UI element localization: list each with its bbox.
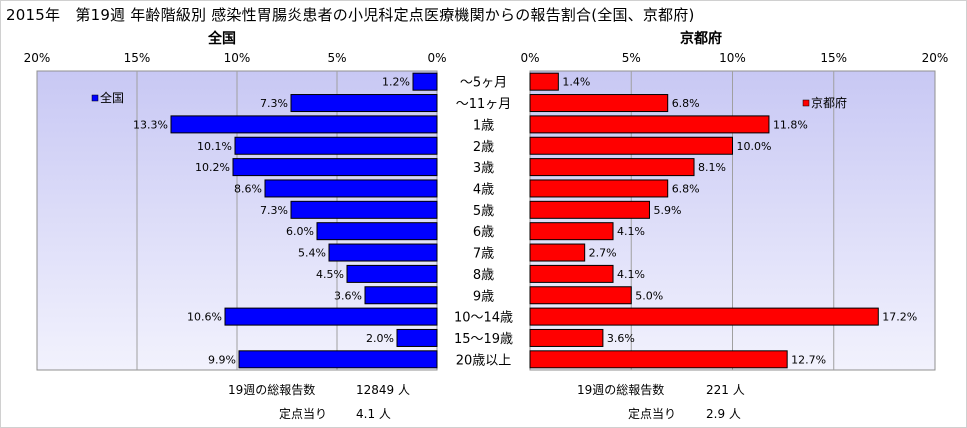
right-value-label: 6.8% xyxy=(672,182,700,195)
right-value-label: 11.8% xyxy=(773,118,808,131)
category-label: 9歳 xyxy=(473,289,494,304)
left-bar xyxy=(346,264,438,283)
right-legend-label: 京都府 xyxy=(811,95,847,110)
left-bar xyxy=(170,115,438,134)
category-label: 1歳 xyxy=(473,118,494,133)
right-panel-title: 京都府 xyxy=(680,31,722,47)
right-value-label: 4.1% xyxy=(617,268,645,281)
right-bar xyxy=(529,350,788,369)
category-label: ～5ヶ月 xyxy=(460,76,507,91)
right-value-label: 1.4% xyxy=(562,76,590,89)
category-label: 2歳 xyxy=(473,140,494,155)
left-per-value: 4.1 人 xyxy=(356,407,391,421)
right-bar xyxy=(529,243,586,262)
left-bar xyxy=(290,94,438,113)
left-x-tick-label: 15% xyxy=(124,51,151,65)
left-value-label: 13.3% xyxy=(133,118,168,131)
category-label: 3歳 xyxy=(473,161,494,176)
left-value-label: 1.2% xyxy=(382,76,410,89)
right-total-value: 221 人 xyxy=(706,383,745,397)
right-bar xyxy=(529,307,879,326)
right-value-label: 12.7% xyxy=(791,353,826,366)
right-bar xyxy=(529,158,695,177)
right-per-label: 定点当り xyxy=(628,407,677,421)
left-total-label: 19週の総報告数 xyxy=(228,383,316,397)
right-x-tick-label: 0% xyxy=(520,51,539,65)
right-value-label: 3.6% xyxy=(607,332,635,345)
left-bar xyxy=(396,328,438,347)
right-x-tick-label: 20% xyxy=(922,51,949,65)
category-label: 8歳 xyxy=(473,268,494,283)
left-value-label: 8.6% xyxy=(234,182,262,195)
left-total-value: 12849 人 xyxy=(356,383,410,397)
left-x-tick-label: 10% xyxy=(224,51,251,65)
right-bar xyxy=(529,328,604,347)
left-value-label: 5.4% xyxy=(298,247,326,260)
category-label: 6歳 xyxy=(473,225,494,240)
left-panel-title: 全国 xyxy=(208,31,236,47)
left-legend-label: 全国 xyxy=(100,90,124,105)
right-bar xyxy=(529,72,559,91)
left-value-label: 10.6% xyxy=(187,311,222,324)
right-bar xyxy=(529,179,669,198)
left-bar xyxy=(264,179,438,198)
left-value-label: 9.9% xyxy=(208,353,236,366)
chart-title: 2015年 第19週 年齢階級別 感染性胃腸炎患者の小児科定点医療機関からの報告… xyxy=(6,6,695,24)
left-value-label: 10.1% xyxy=(197,140,232,153)
right-value-label: 6.8% xyxy=(672,97,700,110)
left-value-label: 7.3% xyxy=(260,97,288,110)
right-bar xyxy=(529,286,632,305)
right-bar xyxy=(529,136,733,155)
right-bar xyxy=(529,222,614,241)
right-value-label: 2.7% xyxy=(589,247,617,260)
left-bar xyxy=(412,72,438,91)
right-x-tick-label: 15% xyxy=(820,51,847,65)
category-label: 7歳 xyxy=(473,247,494,262)
right-value-label: 8.1% xyxy=(698,161,726,174)
category-label: 20歳以上 xyxy=(456,353,512,368)
left-x-tick-label: 0% xyxy=(427,51,446,65)
left-bar xyxy=(234,136,438,155)
right-value-label: 5.0% xyxy=(635,289,663,302)
right-bar xyxy=(529,264,614,283)
left-value-label: 6.0% xyxy=(286,225,314,238)
left-bar xyxy=(328,243,438,262)
category-label: 4歳 xyxy=(473,182,494,197)
category-label: ～11ヶ月 xyxy=(456,97,512,112)
right-value-label: 5.9% xyxy=(653,204,681,217)
left-value-label: 10.2% xyxy=(195,161,230,174)
left-bar xyxy=(224,307,438,326)
left-bar xyxy=(238,350,438,369)
right-x-tick-label: 5% xyxy=(622,51,641,65)
left-bar xyxy=(316,222,438,241)
right-per-value: 2.9 人 xyxy=(706,407,741,421)
right-bar xyxy=(529,94,669,113)
left-legend-swatch xyxy=(91,94,99,102)
right-bar xyxy=(529,200,650,219)
right-value-label: 17.2% xyxy=(882,311,917,324)
left-value-label: 4.5% xyxy=(316,268,344,281)
right-total-label: 19週の総報告数 xyxy=(577,383,665,397)
category-label: 5歳 xyxy=(473,204,494,219)
category-label: 15～19歳 xyxy=(454,332,513,347)
left-value-label: 3.6% xyxy=(334,289,362,302)
left-x-tick-label: 20% xyxy=(24,51,51,65)
left-per-label: 定点当り xyxy=(279,407,328,421)
right-bar xyxy=(529,115,770,134)
left-bar xyxy=(364,286,438,305)
left-bar xyxy=(290,200,438,219)
left-bar xyxy=(232,158,438,177)
right-value-label: 10.0% xyxy=(737,140,772,153)
right-legend-swatch xyxy=(802,99,810,107)
left-value-label: 7.3% xyxy=(260,204,288,217)
right-value-label: 4.1% xyxy=(617,225,645,238)
category-label: 10～14歳 xyxy=(454,311,513,326)
left-value-label: 2.0% xyxy=(366,332,394,345)
left-x-tick-label: 5% xyxy=(327,51,346,65)
right-x-tick-label: 10% xyxy=(719,51,746,65)
